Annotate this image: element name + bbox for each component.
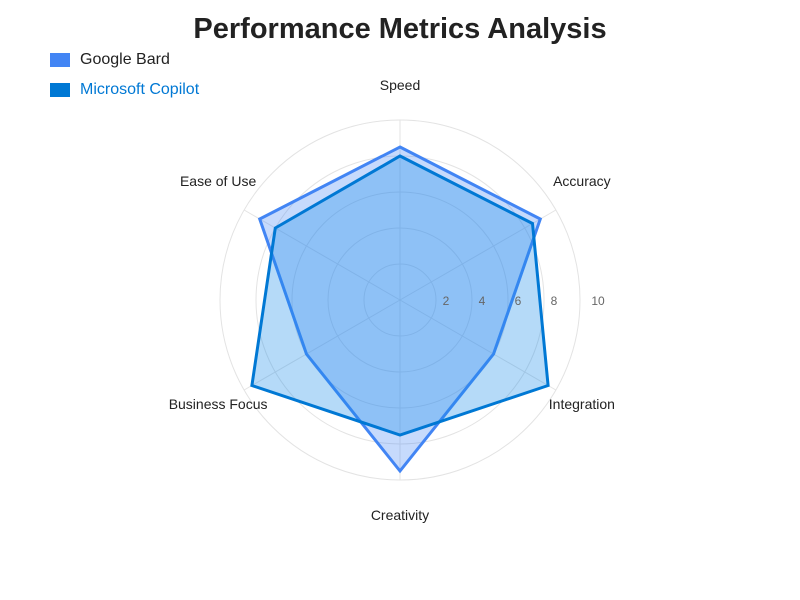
legend-swatch-microsoft-copilot — [50, 83, 70, 97]
axis-label-accuracy: Accuracy — [553, 173, 611, 189]
tick-label-2: 2 — [443, 294, 450, 308]
tick-label-8: 8 — [551, 294, 558, 308]
axis-label-ease-of-use: Ease of Use — [180, 173, 256, 189]
legend-label-google-bard: Google Bard — [80, 51, 170, 68]
tick-label-10: 10 — [591, 294, 605, 308]
grid-spoke-5 — [243, 209, 401, 301]
legend-item-microsoft-copilot[interactable]: Microsoft Copilot — [50, 75, 199, 105]
tick-label-4: 4 — [479, 294, 486, 308]
grid-spoke-2 — [399, 299, 557, 391]
axis-label-speed: Speed — [380, 77, 420, 93]
legend-item-google-bard[interactable]: Google Bard — [50, 45, 199, 75]
axis-label-creativity: Creativity — [371, 507, 429, 523]
grid-spoke-1 — [399, 209, 557, 301]
axis-label-business-focus: Business Focus — [169, 396, 268, 412]
legend-swatch-google-bard — [50, 53, 70, 67]
series-area-1 — [250, 154, 550, 437]
series-area-0 — [257, 145, 543, 474]
grid-spoke-4 — [243, 299, 401, 391]
legend-label-microsoft-copilot: Microsoft Copilot — [80, 81, 200, 98]
axis-label-integration: Integration — [549, 396, 615, 412]
chart-title: Performance Metrics Analysis — [193, 13, 607, 45]
legend: Google Bard Microsoft Copilot — [50, 45, 199, 105]
tick-label-6: 6 — [515, 294, 522, 308]
